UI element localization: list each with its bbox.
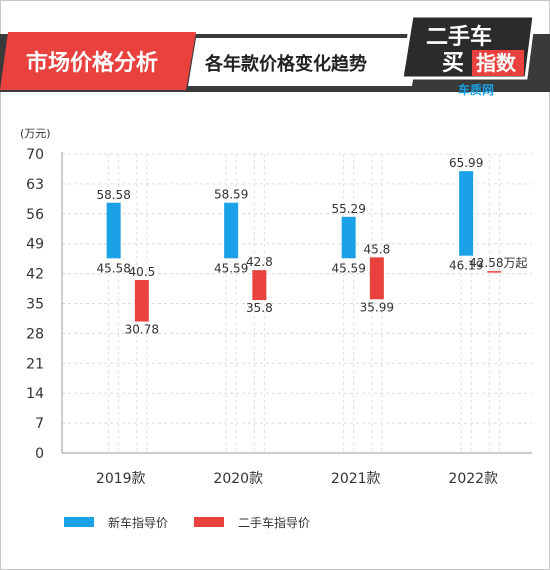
new-car-price-bar xyxy=(106,202,121,259)
legend-swatch-new-car xyxy=(64,517,94,527)
used-car-price-bar xyxy=(252,270,267,301)
header-title: 市场价格分析 xyxy=(26,50,158,76)
used-car-price-bar xyxy=(134,280,149,322)
y-tick-label: 70 xyxy=(26,147,44,163)
new-car-low-label: 45.58 xyxy=(96,261,130,275)
index-logo: 二手车 买 指数 车质网 xyxy=(400,14,536,97)
x-category-label: 2019款 xyxy=(96,471,146,487)
y-tick-label: 7 xyxy=(35,416,44,432)
label-layer: 58.5845.5840.530.782019款58.5945.5942.835… xyxy=(96,156,528,487)
used-car-high-label: 42.58万起 xyxy=(469,256,527,270)
bar-layer xyxy=(106,171,502,322)
new-car-price-bar xyxy=(341,216,356,259)
y-tick-label: 63 xyxy=(26,177,44,193)
header-subtitle: 各年款价格变化趋势 xyxy=(204,53,367,75)
used-car-low-label: 35.99 xyxy=(360,300,394,314)
axis-layer: 0 7 14 21 28 35 42 49 56 63 70 xyxy=(26,147,532,462)
y-tick-label: 42 xyxy=(26,267,44,283)
header-red-block xyxy=(0,32,196,90)
y-tick-label: 28 xyxy=(26,326,44,342)
used-car-price-bar xyxy=(487,271,502,273)
y-tick-label: 0 xyxy=(35,446,44,462)
new-car-high-label: 55.29 xyxy=(331,202,365,216)
new-car-low-label: 45.59 xyxy=(214,261,248,275)
legend-swatch-used-car xyxy=(194,517,224,527)
y-tick-label: 35 xyxy=(26,297,44,313)
x-category-label: 2021款 xyxy=(331,471,381,487)
used-car-low-label: 30.78 xyxy=(125,323,159,337)
legend: 新车指导价 二手车指导价 xyxy=(64,515,310,530)
header-white-panel xyxy=(188,38,420,86)
y-tick-label: 14 xyxy=(26,386,44,402)
logo-line2a: 买 xyxy=(442,51,464,76)
new-car-high-label: 58.58 xyxy=(96,188,130,202)
y-tick-label: 21 xyxy=(26,356,44,372)
y-axis-unit: (万元) xyxy=(20,127,51,140)
legend-label-new-car: 新车指导价 xyxy=(108,515,168,530)
new-car-price-bar xyxy=(224,202,239,259)
logo-brand: 车质网 xyxy=(458,82,494,97)
used-car-high-label: 42.8 xyxy=(246,255,273,269)
used-car-high-label: 40.5 xyxy=(128,265,155,279)
y-tick-label: 49 xyxy=(26,237,44,253)
used-car-low-label: 35.8 xyxy=(246,301,273,315)
new-car-low-label: 45.59 xyxy=(331,261,365,275)
used-car-high-label: 45.8 xyxy=(363,242,390,256)
used-car-price-bar xyxy=(369,257,384,300)
logo-line2b: 指数 xyxy=(476,51,517,75)
y-tick-label: 56 xyxy=(26,207,44,223)
x-category-label: 2020款 xyxy=(213,471,263,487)
legend-label-used-car: 二手车指导价 xyxy=(238,515,310,530)
new-car-high-label: 65.99 xyxy=(449,156,483,170)
x-category-label: 2022款 xyxy=(448,471,498,487)
new-car-high-label: 58.59 xyxy=(214,188,248,202)
new-car-low-label: 46.19 xyxy=(449,259,483,273)
logo-red-tag xyxy=(472,50,524,76)
logo-line1: 二手车 xyxy=(426,24,492,50)
new-car-price-bar xyxy=(459,171,474,256)
